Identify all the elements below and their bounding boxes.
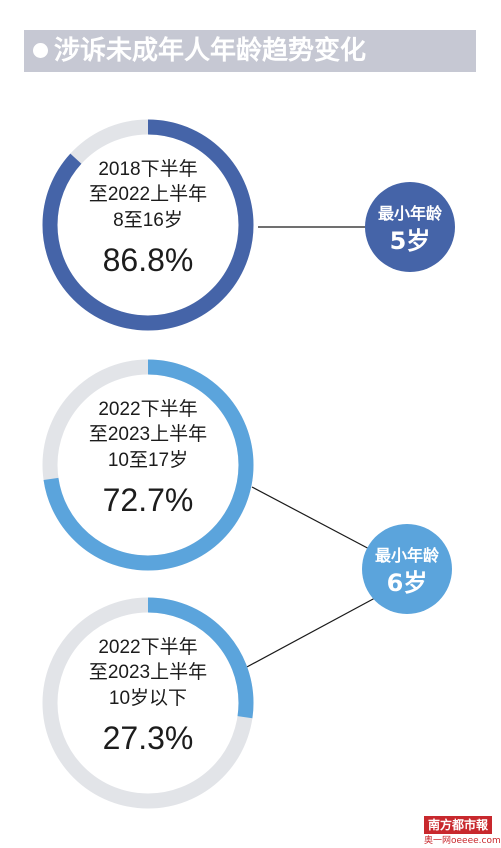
ring-period-line2-3: 至2023上半年	[89, 661, 207, 683]
ring-value-label-1: 86.8%	[103, 242, 194, 278]
ring-period-line1-2: 2022下半年	[98, 398, 197, 420]
min-age-badge-value-2: 6岁	[387, 569, 428, 597]
newspaper-logo-sub: 奥一网oeeee.com	[424, 836, 501, 846]
title-bar: 涉诉未成年人年龄趋势变化	[24, 30, 476, 72]
min-age-badge-label-2: 最小年龄	[375, 546, 440, 565]
ring-period-line1-1: 2018下半年	[98, 158, 197, 180]
ring-value-label-3: 27.3%	[103, 720, 194, 756]
newspaper-logo: 南方都市報	[424, 816, 492, 834]
ring-period-line1-3: 2022下半年	[98, 636, 197, 658]
ring-arc-3	[42, 597, 254, 809]
ring-arc-1	[42, 119, 254, 331]
min-age-badge-value-1: 5岁	[390, 227, 431, 255]
ring-age-range-2: 10至17岁	[108, 449, 188, 471]
ring-value-label-2: 72.7%	[103, 482, 194, 518]
ring-age-range-3: 10岁以下	[109, 687, 187, 709]
ring-arc-2	[42, 359, 254, 571]
ring-period-line2-1: 至2022上半年	[89, 183, 207, 205]
chart-title: 涉诉未成年人年龄趋势变化	[54, 36, 367, 66]
min-age-badge-label-1: 最小年龄	[378, 204, 443, 223]
connector-line-2	[251, 486, 376, 553]
ring-period-line2-2: 至2023上半年	[89, 423, 207, 445]
min-age-badge-1	[365, 182, 455, 272]
ring-age-range-1: 8至16岁	[113, 209, 183, 231]
connector-line-3	[244, 597, 376, 669]
bullet-dot-icon	[33, 43, 48, 58]
min-age-badge-2	[362, 524, 452, 614]
